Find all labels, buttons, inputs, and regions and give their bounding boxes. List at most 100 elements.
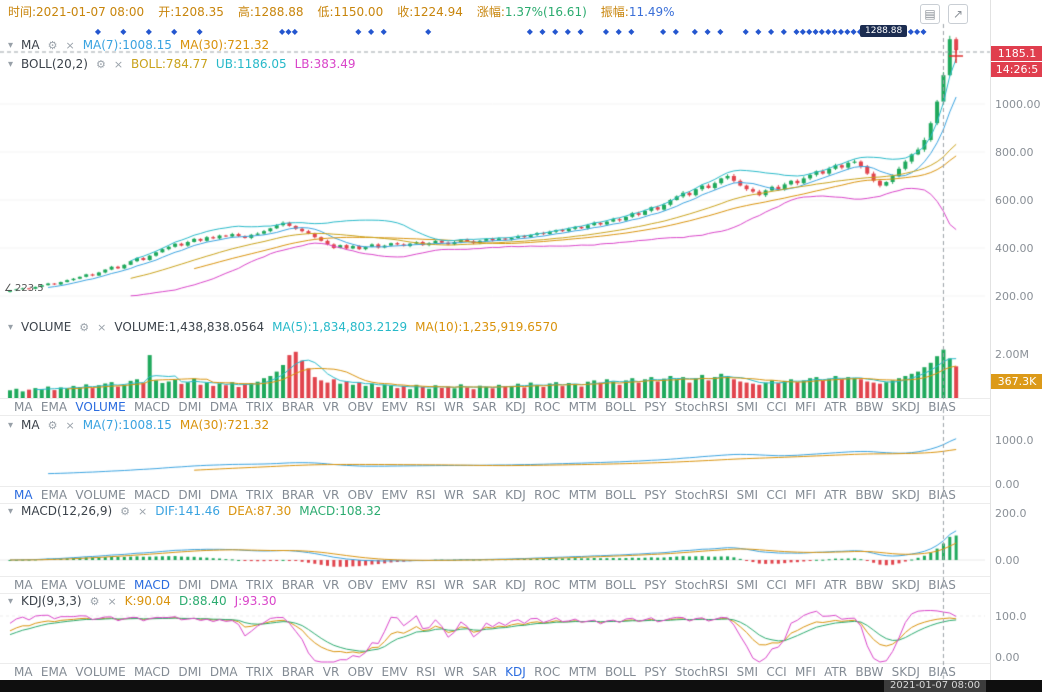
- indicator-tab-atr[interactable]: ATR: [824, 578, 848, 592]
- indicator-tab-ma[interactable]: MA: [14, 400, 33, 414]
- event-diamond-marker[interactable]: ◆: [526, 27, 533, 36]
- event-diamond-marker[interactable]: ◆: [196, 27, 203, 36]
- event-diamond-marker[interactable]: ◆: [844, 27, 851, 36]
- event-diamond-marker[interactable]: ◆: [806, 27, 813, 36]
- indicator-tab-mtm[interactable]: MTM: [568, 400, 597, 414]
- indicator-tab-brar[interactable]: BRAR: [281, 578, 315, 592]
- indicator-tab-roc[interactable]: ROC: [534, 488, 561, 502]
- event-diamond-marker[interactable]: ◆: [742, 27, 749, 36]
- indicator-tab-rsi[interactable]: RSI: [416, 400, 436, 414]
- settings-gear-icon[interactable]: ⚙: [120, 504, 131, 518]
- event-diamond-marker[interactable]: ◆: [171, 27, 178, 36]
- indicator-tab-roc[interactable]: ROC: [534, 665, 561, 679]
- indicator-tab-rsi[interactable]: RSI: [416, 578, 436, 592]
- indicator-tab-dma[interactable]: DMA: [209, 665, 238, 679]
- indicator-tab-bias[interactable]: BIAS: [928, 400, 956, 414]
- indicator-tab-sar[interactable]: SAR: [472, 400, 497, 414]
- settings-gear-icon[interactable]: ⚙: [89, 594, 100, 608]
- indicator-tab-vr[interactable]: VR: [322, 488, 340, 502]
- indicator-tab-smi[interactable]: SMI: [736, 400, 758, 414]
- indicator-tab-wr[interactable]: WR: [443, 400, 465, 414]
- indicator-tab-cci[interactable]: CCI: [766, 488, 787, 502]
- indicator-tab-psy[interactable]: PSY: [644, 488, 667, 502]
- indicator-tab-sar[interactable]: SAR: [472, 665, 497, 679]
- indicator-tab-bias[interactable]: BIAS: [928, 665, 956, 679]
- event-diamond-marker[interactable]: ◆: [291, 27, 298, 36]
- event-diamond-marker[interactable]: ◆: [831, 27, 838, 36]
- event-diamond-marker[interactable]: ◆: [717, 27, 724, 36]
- indicator-tab-mfi[interactable]: MFI: [794, 400, 816, 414]
- event-diamond-marker[interactable]: ◆: [279, 27, 286, 36]
- indicator-tab-trix[interactable]: TRIX: [245, 578, 274, 592]
- price-axis[interactable]: 1185.1 14:26:5 367.3K 1000.00 800.00 600.0…: [990, 0, 1042, 680]
- indicator-tab-obv[interactable]: OBV: [347, 665, 374, 679]
- indicator-tab-bbw[interactable]: BBW: [855, 665, 884, 679]
- indicator-tab-bias[interactable]: BIAS: [928, 488, 956, 502]
- indicator-tab-stochrsi[interactable]: StochRSI: [674, 665, 729, 679]
- indicator-tab-macd[interactable]: MACD: [134, 578, 170, 592]
- event-diamond-marker[interactable]: ◆: [120, 27, 127, 36]
- indicator-tab-obv[interactable]: OBV: [347, 400, 374, 414]
- indicator-tab-brar[interactable]: BRAR: [281, 488, 315, 502]
- indicator-tab-skdj[interactable]: SKDJ: [891, 578, 920, 592]
- event-diamond-marker[interactable]: ◆: [367, 27, 375, 36]
- remove-indicator-icon[interactable]: ×: [107, 594, 117, 608]
- collapse-chevron-icon[interactable]: ▾: [8, 39, 14, 51]
- indicator-tab-dma[interactable]: DMA: [209, 578, 238, 592]
- indicator-tab-roc[interactable]: ROC: [534, 400, 561, 414]
- event-diamond-marker[interactable]: ◆: [780, 27, 787, 36]
- indicator-tab-emv[interactable]: EMV: [381, 665, 408, 679]
- indicator-tab-emv[interactable]: EMV: [381, 488, 408, 502]
- indicator-tab-volume[interactable]: VOLUME: [75, 488, 126, 502]
- indicator-tab-ema[interactable]: EMA: [40, 400, 68, 414]
- event-diamond-marker[interactable]: ◆: [380, 27, 387, 36]
- event-diamond-marker[interactable]: ◆: [615, 27, 622, 36]
- settings-gear-icon[interactable]: ⚙: [47, 38, 58, 52]
- indicator-tab-mfi[interactable]: MFI: [794, 488, 816, 502]
- indicator-tab-volume[interactable]: VOLUME: [75, 400, 126, 414]
- event-diamond-marker[interactable]: ◆: [564, 27, 571, 36]
- indicator-tab-skdj[interactable]: SKDJ: [891, 665, 920, 679]
- indicator-tab-brar[interactable]: BRAR: [281, 665, 315, 679]
- event-diamond-marker[interactable]: ◆: [850, 27, 857, 36]
- indicator-tab-dma[interactable]: DMA: [209, 400, 238, 414]
- indicator-tab-smi[interactable]: SMI: [736, 578, 758, 592]
- indicator-tab-bias[interactable]: BIAS: [928, 578, 956, 592]
- indicator-tab-smi[interactable]: SMI: [736, 665, 758, 679]
- indicator-tab-stochrsi[interactable]: StochRSI: [674, 400, 729, 414]
- event-diamond-marker[interactable]: ◆: [94, 27, 102, 36]
- indicator-tab-boll[interactable]: BOLL: [605, 665, 636, 679]
- indicator-tab-cci[interactable]: CCI: [766, 665, 787, 679]
- event-diamond-marker[interactable]: ◆: [539, 27, 546, 36]
- indicator-tab-atr[interactable]: ATR: [824, 665, 848, 679]
- collapse-chevron-icon[interactable]: ▾: [8, 321, 14, 333]
- indicator-tab-psy[interactable]: PSY: [644, 400, 667, 414]
- indicator-tab-atr[interactable]: ATR: [824, 400, 848, 414]
- indicator-tab-macd[interactable]: MACD: [134, 665, 170, 679]
- indicator-tab-vr[interactable]: VR: [322, 578, 340, 592]
- event-diamond-marker[interactable]: ◆: [602, 27, 610, 36]
- indicator-tab-mfi[interactable]: MFI: [794, 578, 816, 592]
- indicator-tab-boll[interactable]: BOLL: [605, 400, 636, 414]
- indicator-tab-wr[interactable]: WR: [443, 488, 465, 502]
- event-diamond-marker[interactable]: ◆: [628, 27, 635, 36]
- indicator-tab-psy[interactable]: PSY: [644, 665, 667, 679]
- indicator-tab-stochrsi[interactable]: StochRSI: [674, 578, 729, 592]
- indicator-tab-mtm[interactable]: MTM: [568, 665, 597, 679]
- indicator-tab-dmi[interactable]: DMI: [178, 400, 202, 414]
- event-diamond-marker[interactable]: ◆: [704, 27, 711, 36]
- indicator-tab-psy[interactable]: PSY: [644, 578, 667, 592]
- indicator-tab-mfi[interactable]: MFI: [794, 665, 816, 679]
- indicator-tab-ema[interactable]: EMA: [40, 488, 68, 502]
- remove-indicator-icon[interactable]: ×: [65, 38, 75, 52]
- indicator-tab-macd[interactable]: MACD: [134, 488, 170, 502]
- indicator-tab-volume[interactable]: VOLUME: [75, 665, 126, 679]
- collapse-chevron-icon[interactable]: ▾: [8, 595, 14, 607]
- indicator-tab-rsi[interactable]: RSI: [416, 488, 436, 502]
- event-diamond-marker[interactable]: ◆: [660, 27, 667, 36]
- indicator-tab-bbw[interactable]: BBW: [855, 578, 884, 592]
- indicator-tab-bbw[interactable]: BBW: [855, 488, 884, 502]
- indicator-tab-vr[interactable]: VR: [322, 665, 340, 679]
- event-diamond-marker[interactable]: ◆: [825, 27, 832, 36]
- settings-gear-icon[interactable]: ⚙: [79, 320, 90, 334]
